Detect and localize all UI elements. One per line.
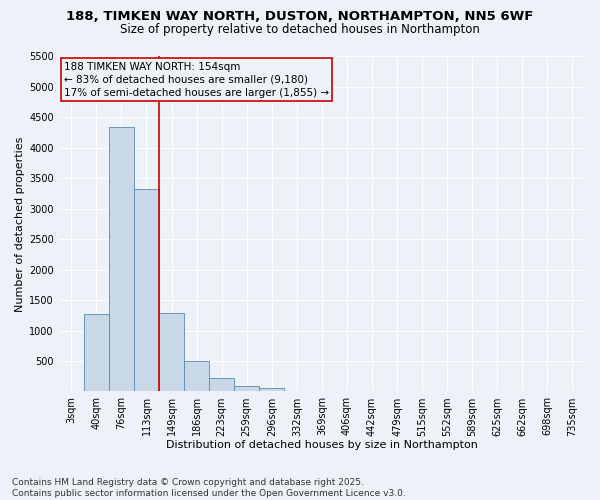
Bar [259,388,284,392]
Bar [159,313,184,392]
Bar [209,378,234,392]
Bar [109,126,134,392]
Bar [234,386,259,392]
Y-axis label: Number of detached properties: Number of detached properties [15,136,25,312]
Text: 188 TIMKEN WAY NORTH: 154sqm
← 83% of detached houses are smaller (9,180)
17% of: 188 TIMKEN WAY NORTH: 154sqm ← 83% of de… [64,62,329,98]
Text: Contains HM Land Registry data © Crown copyright and database right 2025.
Contai: Contains HM Land Registry data © Crown c… [12,478,406,498]
Text: 188, TIMKEN WAY NORTH, DUSTON, NORTHAMPTON, NN5 6WF: 188, TIMKEN WAY NORTH, DUSTON, NORTHAMPT… [67,10,533,23]
X-axis label: Distribution of detached houses by size in Northampton: Distribution of detached houses by size … [166,440,478,450]
Text: Size of property relative to detached houses in Northampton: Size of property relative to detached ho… [120,22,480,36]
Bar [184,361,209,392]
Bar [84,314,109,392]
Bar [134,190,159,392]
